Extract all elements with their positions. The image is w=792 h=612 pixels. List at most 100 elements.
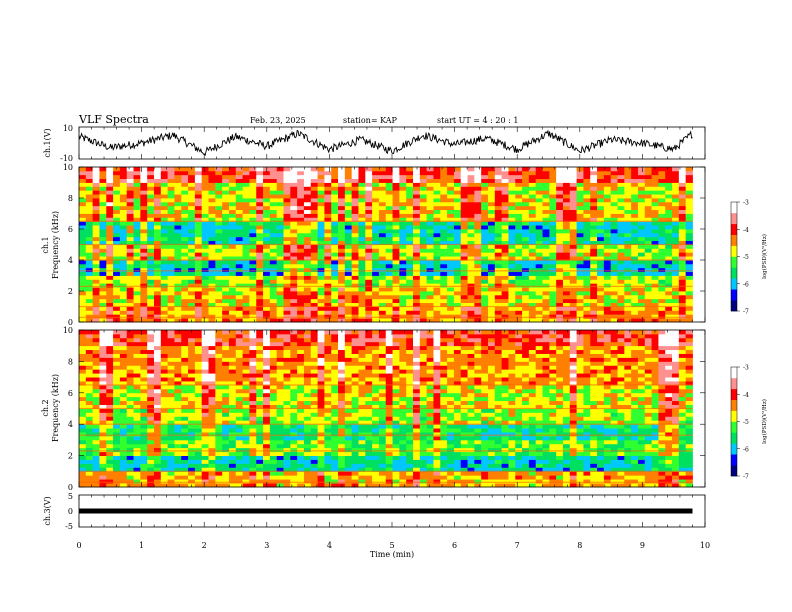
spectrogram-cell <box>644 291 652 296</box>
spectrogram-cell <box>631 314 639 319</box>
spectrogram-cell <box>297 198 305 203</box>
spectrogram-cell <box>515 479 523 484</box>
spectrogram-cell <box>167 217 175 222</box>
spectrogram-cell <box>256 447 264 453</box>
spectrogram-cell <box>583 201 591 207</box>
spectrogram-cell <box>249 236 257 242</box>
spectrogram-cell <box>283 260 291 265</box>
spectrogram-cell <box>406 194 414 199</box>
spectrogram-cell <box>419 283 428 288</box>
spectrogram-cell <box>467 283 475 288</box>
spectrogram-cell <box>392 287 400 292</box>
spectrogram-cell <box>99 318 107 323</box>
spectrogram-cell <box>522 263 530 269</box>
spectrogram-cell <box>269 294 278 300</box>
spectrogram-cell <box>372 443 380 449</box>
spectrogram-cell <box>126 221 134 226</box>
spectrogram-cell <box>133 298 141 304</box>
spectrogram-cell <box>79 298 87 304</box>
spectrogram-cell <box>297 451 305 457</box>
spectrogram-cell <box>297 174 305 180</box>
narrowband-line <box>79 270 693 272</box>
spectrogram-cell <box>194 283 203 288</box>
spectrogram-cell <box>460 439 468 445</box>
spectrogram-cell <box>487 182 496 187</box>
spectrogram-cell <box>303 178 312 183</box>
spectrogram-cell <box>562 244 571 249</box>
spectrogram-cell <box>181 271 189 276</box>
spectrogram-cell <box>569 310 577 315</box>
spectrogram-cell <box>99 194 107 199</box>
spectrogram-cell <box>487 275 496 280</box>
spectrogram-cell <box>385 475 393 480</box>
spectrogram-cell <box>637 291 646 296</box>
spectrogram-cell <box>126 186 134 191</box>
spectrogram-cell <box>215 198 223 203</box>
spectrogram-cell <box>528 483 537 488</box>
spectrogram-cell <box>113 182 121 187</box>
spectrogram-cell <box>406 447 414 453</box>
spectrogram-cell <box>269 463 278 468</box>
spectrogram-cell <box>447 271 455 276</box>
spectrogram-cell <box>344 229 353 234</box>
spectrogram-cell <box>556 232 564 238</box>
spectrogram-cell <box>242 194 250 199</box>
spectrogram-cell <box>256 240 264 245</box>
spectrogram-cell <box>569 217 577 222</box>
spectrogram-cell <box>188 170 196 176</box>
spectrogram-cell <box>297 463 305 468</box>
spectrogram-cell <box>576 229 584 234</box>
spectrogram-cell <box>378 302 387 307</box>
spectrogram-cell <box>419 275 428 280</box>
spectrogram-cell <box>194 302 203 307</box>
spectrogram-cell <box>433 217 441 222</box>
spectrogram-cell <box>631 459 639 464</box>
spectrogram-cell <box>392 178 400 183</box>
spectrogram-cell <box>522 236 530 242</box>
spectrogram-cell <box>79 170 87 176</box>
spectrogram-cell <box>351 229 359 234</box>
spectrogram-cell <box>188 287 196 292</box>
spectrogram-cell <box>583 479 591 484</box>
spectrogram-cell <box>556 186 564 191</box>
spectrogram-cell <box>610 483 618 488</box>
spectrogram-cell <box>474 283 482 288</box>
spectrogram-cell <box>644 178 652 183</box>
spectrogram-cell <box>215 471 223 476</box>
spectrogram-cell <box>283 294 291 300</box>
spectrogram-cell <box>624 291 632 296</box>
spectrogram-cell <box>447 240 455 245</box>
spectrogram-cell <box>153 294 162 300</box>
spectrogram-cell <box>160 447 169 453</box>
spectrogram-cell <box>249 455 257 460</box>
spectrogram-cell <box>658 209 666 214</box>
spectrogram-cell <box>515 174 523 180</box>
spectrogram-cell <box>617 455 625 460</box>
spectrogram-cell <box>392 463 400 468</box>
spectrogram-cell <box>119 298 128 304</box>
spectrogram-cell <box>317 198 325 203</box>
spectrogram-cell <box>201 283 209 288</box>
spectrogram-cell <box>556 256 564 261</box>
spectrogram-cell <box>474 209 482 214</box>
spectrogram-cell <box>460 287 468 292</box>
spectrogram-cell <box>672 205 680 211</box>
spectrogram-cell <box>419 302 428 307</box>
spectrogram-cell <box>269 439 278 445</box>
spectrogram-cell <box>188 201 196 207</box>
spectrogram-cell <box>160 483 169 488</box>
spectrogram-cell <box>515 471 523 476</box>
spectrogram-cell <box>610 201 618 207</box>
spectrogram-cell <box>392 194 400 199</box>
spectrogram-cell <box>453 483 462 488</box>
spectrogram-cell <box>406 294 414 300</box>
spectrogram-cell <box>672 167 680 172</box>
spectrogram-cell <box>372 198 380 203</box>
spectrogram-cell <box>174 455 182 460</box>
spectrogram-cell <box>569 318 577 323</box>
spectrogram-cell <box>92 471 100 476</box>
spectrogram-cell <box>297 435 305 441</box>
spectrogram-cell <box>126 291 134 296</box>
spectrogram-cell <box>440 209 448 214</box>
spectrogram-cell <box>153 467 162 472</box>
